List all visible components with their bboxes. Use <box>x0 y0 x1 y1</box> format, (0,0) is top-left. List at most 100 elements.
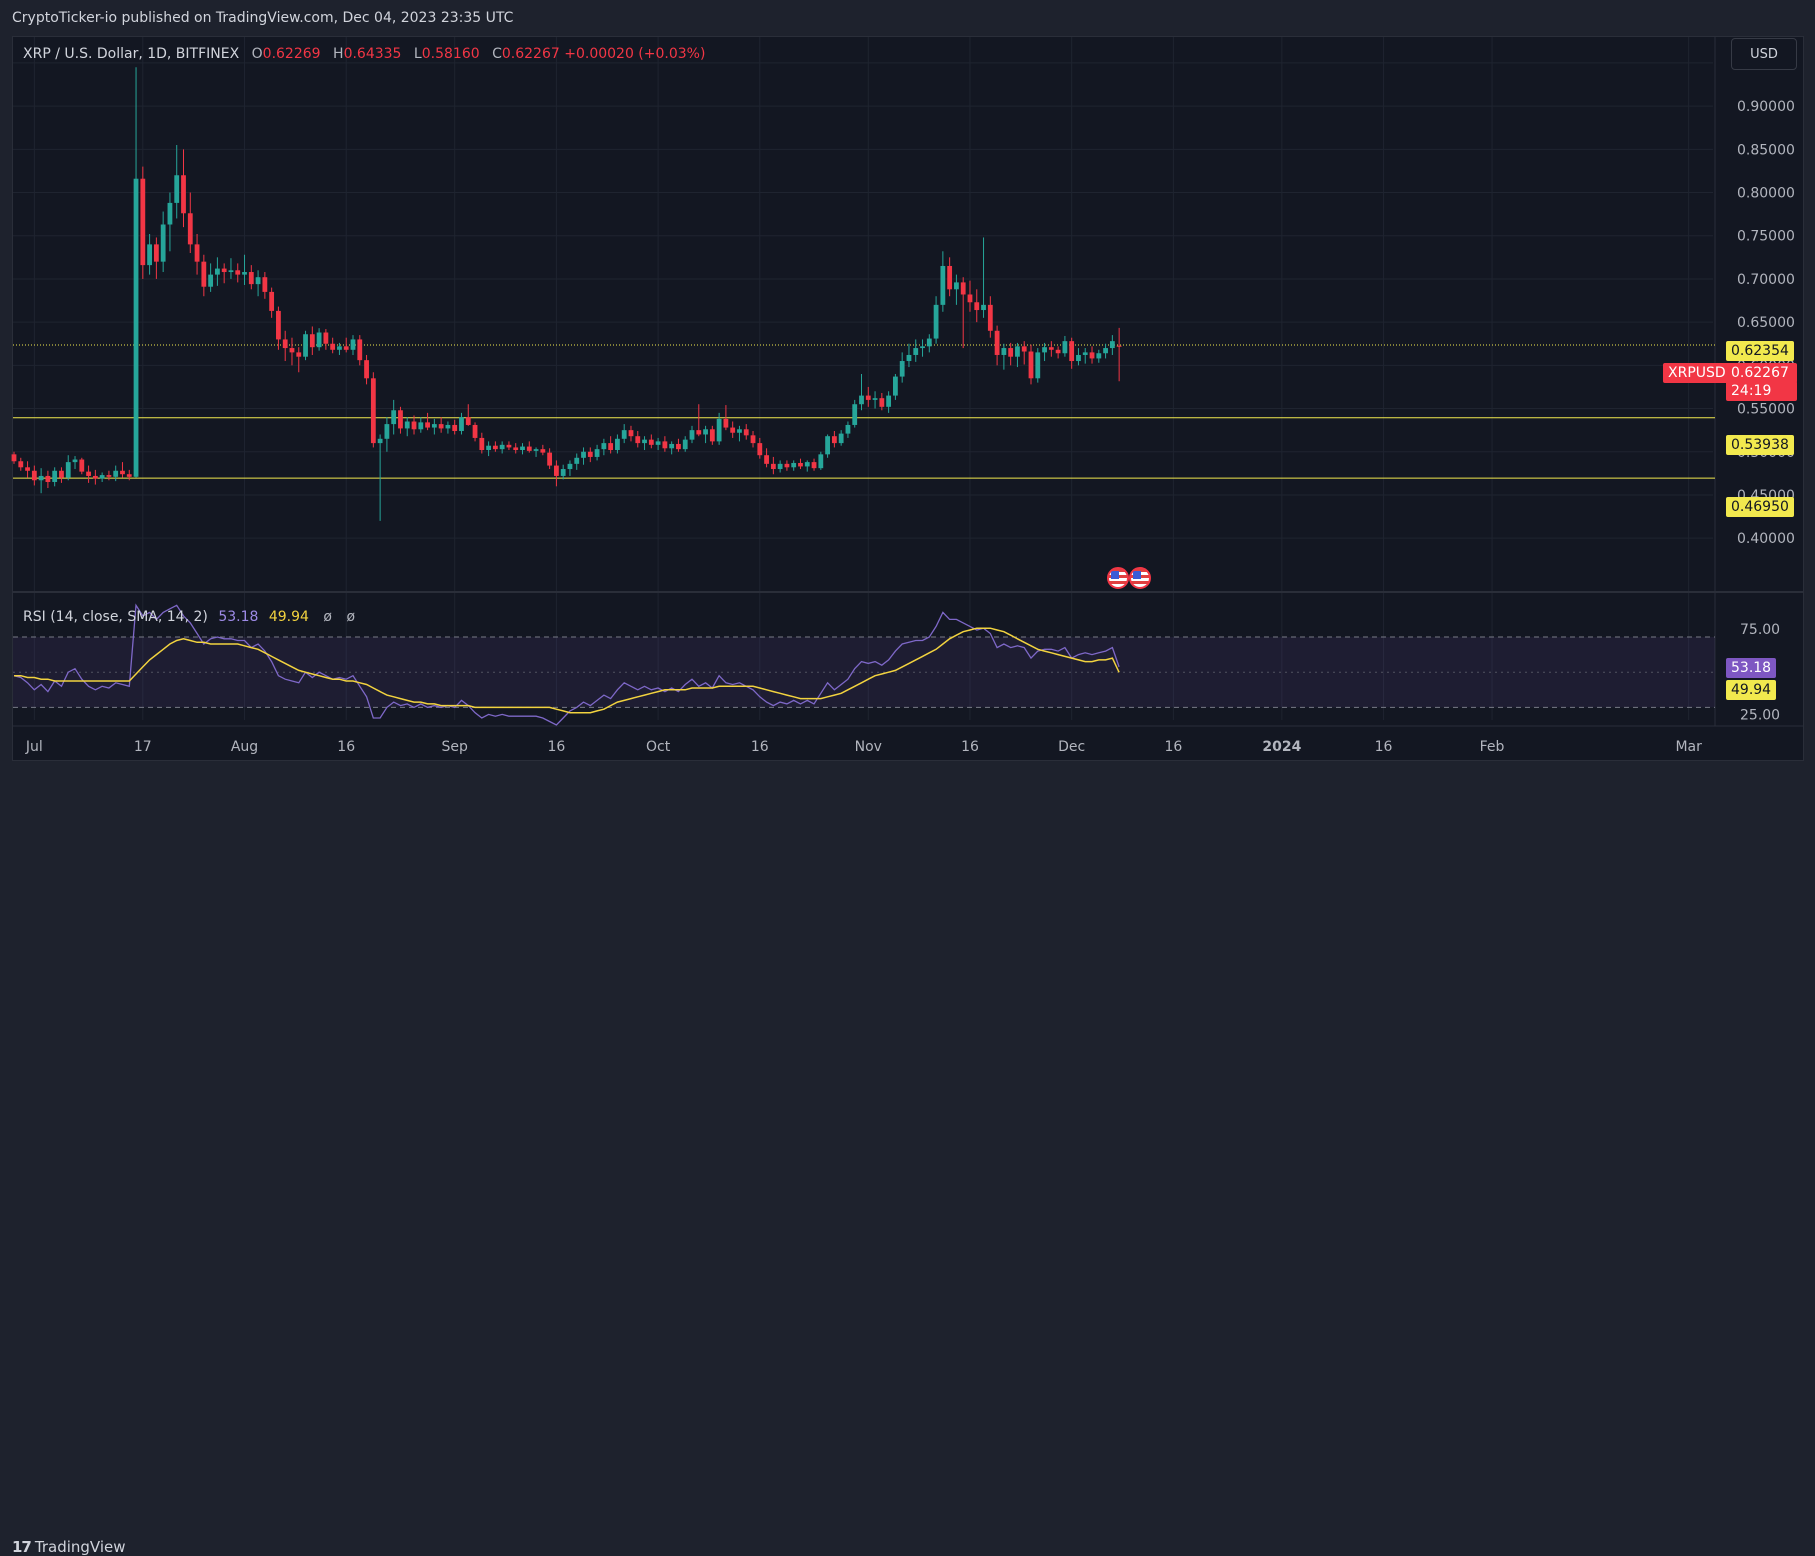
candle-body <box>323 332 329 344</box>
tradingview-logo[interactable]: 17 TradingView <box>12 1538 126 1556</box>
tradingview-logo-icon: 17 <box>12 1538 32 1556</box>
candle-body <box>499 444 505 450</box>
us-flag-icon[interactable] <box>1107 567 1129 589</box>
price-grid <box>13 37 1804 727</box>
candle-body <box>235 270 241 275</box>
low-value: 0.58160 <box>421 46 480 62</box>
rsi-pane: 75.00 25.00 <box>13 603 1780 726</box>
time-tick-label: 16 <box>1375 739 1393 755</box>
price-tick-label: 0.40000 <box>1737 531 1795 547</box>
time-tick-label: Nov <box>855 739 882 755</box>
candle-body <box>628 430 634 437</box>
candle-body <box>865 395 871 400</box>
candle-body <box>11 454 17 462</box>
candle-body <box>445 424 451 429</box>
candle-body <box>370 378 376 444</box>
candle-body <box>513 447 519 451</box>
candle-body <box>940 265 946 305</box>
candle-body <box>845 424 851 434</box>
support-mid-price-tag: 0.53938 <box>1726 435 1794 455</box>
candle-body <box>316 332 322 348</box>
candle-body <box>757 443 763 456</box>
time-tick-label: Mar <box>1675 739 1702 755</box>
currency-button[interactable]: USD <box>1731 38 1797 70</box>
time-tick-label: Feb <box>1480 739 1505 755</box>
price-tick-label: 0.65000 <box>1737 315 1795 331</box>
candle-body <box>492 445 498 450</box>
candle-body <box>99 475 105 479</box>
candle-body <box>411 421 417 430</box>
candle-body <box>920 346 925 349</box>
candle-body <box>201 261 207 287</box>
symbol-legend[interactable]: XRP / U.S. Dollar, 1D, BITFINEX O0.62269… <box>23 46 705 62</box>
candle-body <box>1021 346 1027 352</box>
candle-body <box>276 310 281 340</box>
candle-body <box>1055 349 1061 354</box>
candle-body <box>72 459 78 463</box>
time-tick-label: Sep <box>442 739 469 755</box>
candle-body <box>987 304 993 331</box>
candle-body <box>153 244 159 262</box>
candle-body <box>208 274 214 287</box>
candle-body <box>791 462 797 468</box>
candle-body <box>140 178 146 266</box>
candle-body <box>25 467 30 471</box>
candle-body <box>194 244 200 262</box>
candle-body <box>303 334 308 357</box>
candle-body <box>818 454 824 469</box>
candle-body <box>906 354 912 362</box>
candle-body <box>1082 352 1088 355</box>
candle-body <box>655 441 661 445</box>
time-tick-label: Dec <box>1058 739 1085 755</box>
candle-body <box>364 360 369 379</box>
tradingview-brand: TradingView <box>34 1538 126 1556</box>
rsi-title: RSI (14, close, SMA, 14, 2) <box>23 609 208 625</box>
candle-body <box>682 439 688 450</box>
open-value: 0.62269 <box>262 46 321 62</box>
candle-body <box>31 470 37 481</box>
open-label: O <box>251 46 263 62</box>
candle-body <box>1042 347 1047 353</box>
candle-body <box>398 410 403 429</box>
candle-body <box>418 422 424 430</box>
rsi-na-2: ø <box>346 609 356 625</box>
candle-body <box>777 463 783 470</box>
candle-body <box>113 470 119 477</box>
candle-body <box>1096 353 1102 359</box>
candle-body <box>1109 341 1115 349</box>
candle-body <box>228 270 234 273</box>
us-flag-icon[interactable] <box>1129 567 1151 589</box>
candle-body <box>221 268 227 273</box>
time-axis: Jul 17 Aug 16 Sep 16 Oct 16 Nov 16 Dec 16 2024 16 Feb M… <box>25 739 1702 755</box>
candle-body <box>126 474 132 477</box>
candle-body <box>377 438 383 444</box>
candle-body <box>662 441 668 449</box>
candle-body <box>784 463 790 468</box>
rsi-sma-value: 49.94 <box>268 609 309 625</box>
candle-body <box>215 268 220 275</box>
candle-body <box>811 462 817 469</box>
price-tick-label: 0.55000 <box>1737 402 1795 418</box>
resistance-price-tag: 0.62354 <box>1726 341 1794 361</box>
footer-bar: 17 TradingView <box>0 763 1815 1556</box>
candle-body <box>1116 345 1122 347</box>
candle-body <box>1008 348 1014 357</box>
candle-body <box>954 282 959 290</box>
time-tick-label: 17 <box>134 739 152 755</box>
rsi-tick-label: 25.00 <box>1740 707 1780 723</box>
candle-body <box>92 475 98 479</box>
rsi-tick-label: 75.00 <box>1740 622 1780 638</box>
candle-body <box>709 429 715 442</box>
chart-frame[interactable] <box>12 36 1804 761</box>
rsi-legend[interactable]: RSI (14, close, SMA, 14, 2) 53.18 49.94 … <box>23 609 355 625</box>
candle-body <box>391 410 397 425</box>
countdown-tag: 24:19 <box>1726 381 1797 401</box>
candle-body <box>1048 347 1054 350</box>
candle-body <box>59 470 64 478</box>
candle-body <box>574 457 580 464</box>
price-tick-label: 0.85000 <box>1737 142 1795 158</box>
candle-body <box>730 427 736 433</box>
rsi-sma-line <box>14 627 1120 714</box>
candle-body <box>106 475 112 477</box>
